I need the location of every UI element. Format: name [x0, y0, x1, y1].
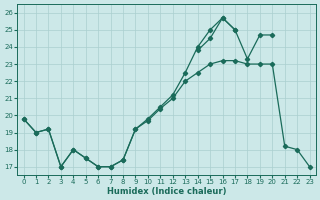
X-axis label: Humidex (Indice chaleur): Humidex (Indice chaleur) — [107, 187, 226, 196]
